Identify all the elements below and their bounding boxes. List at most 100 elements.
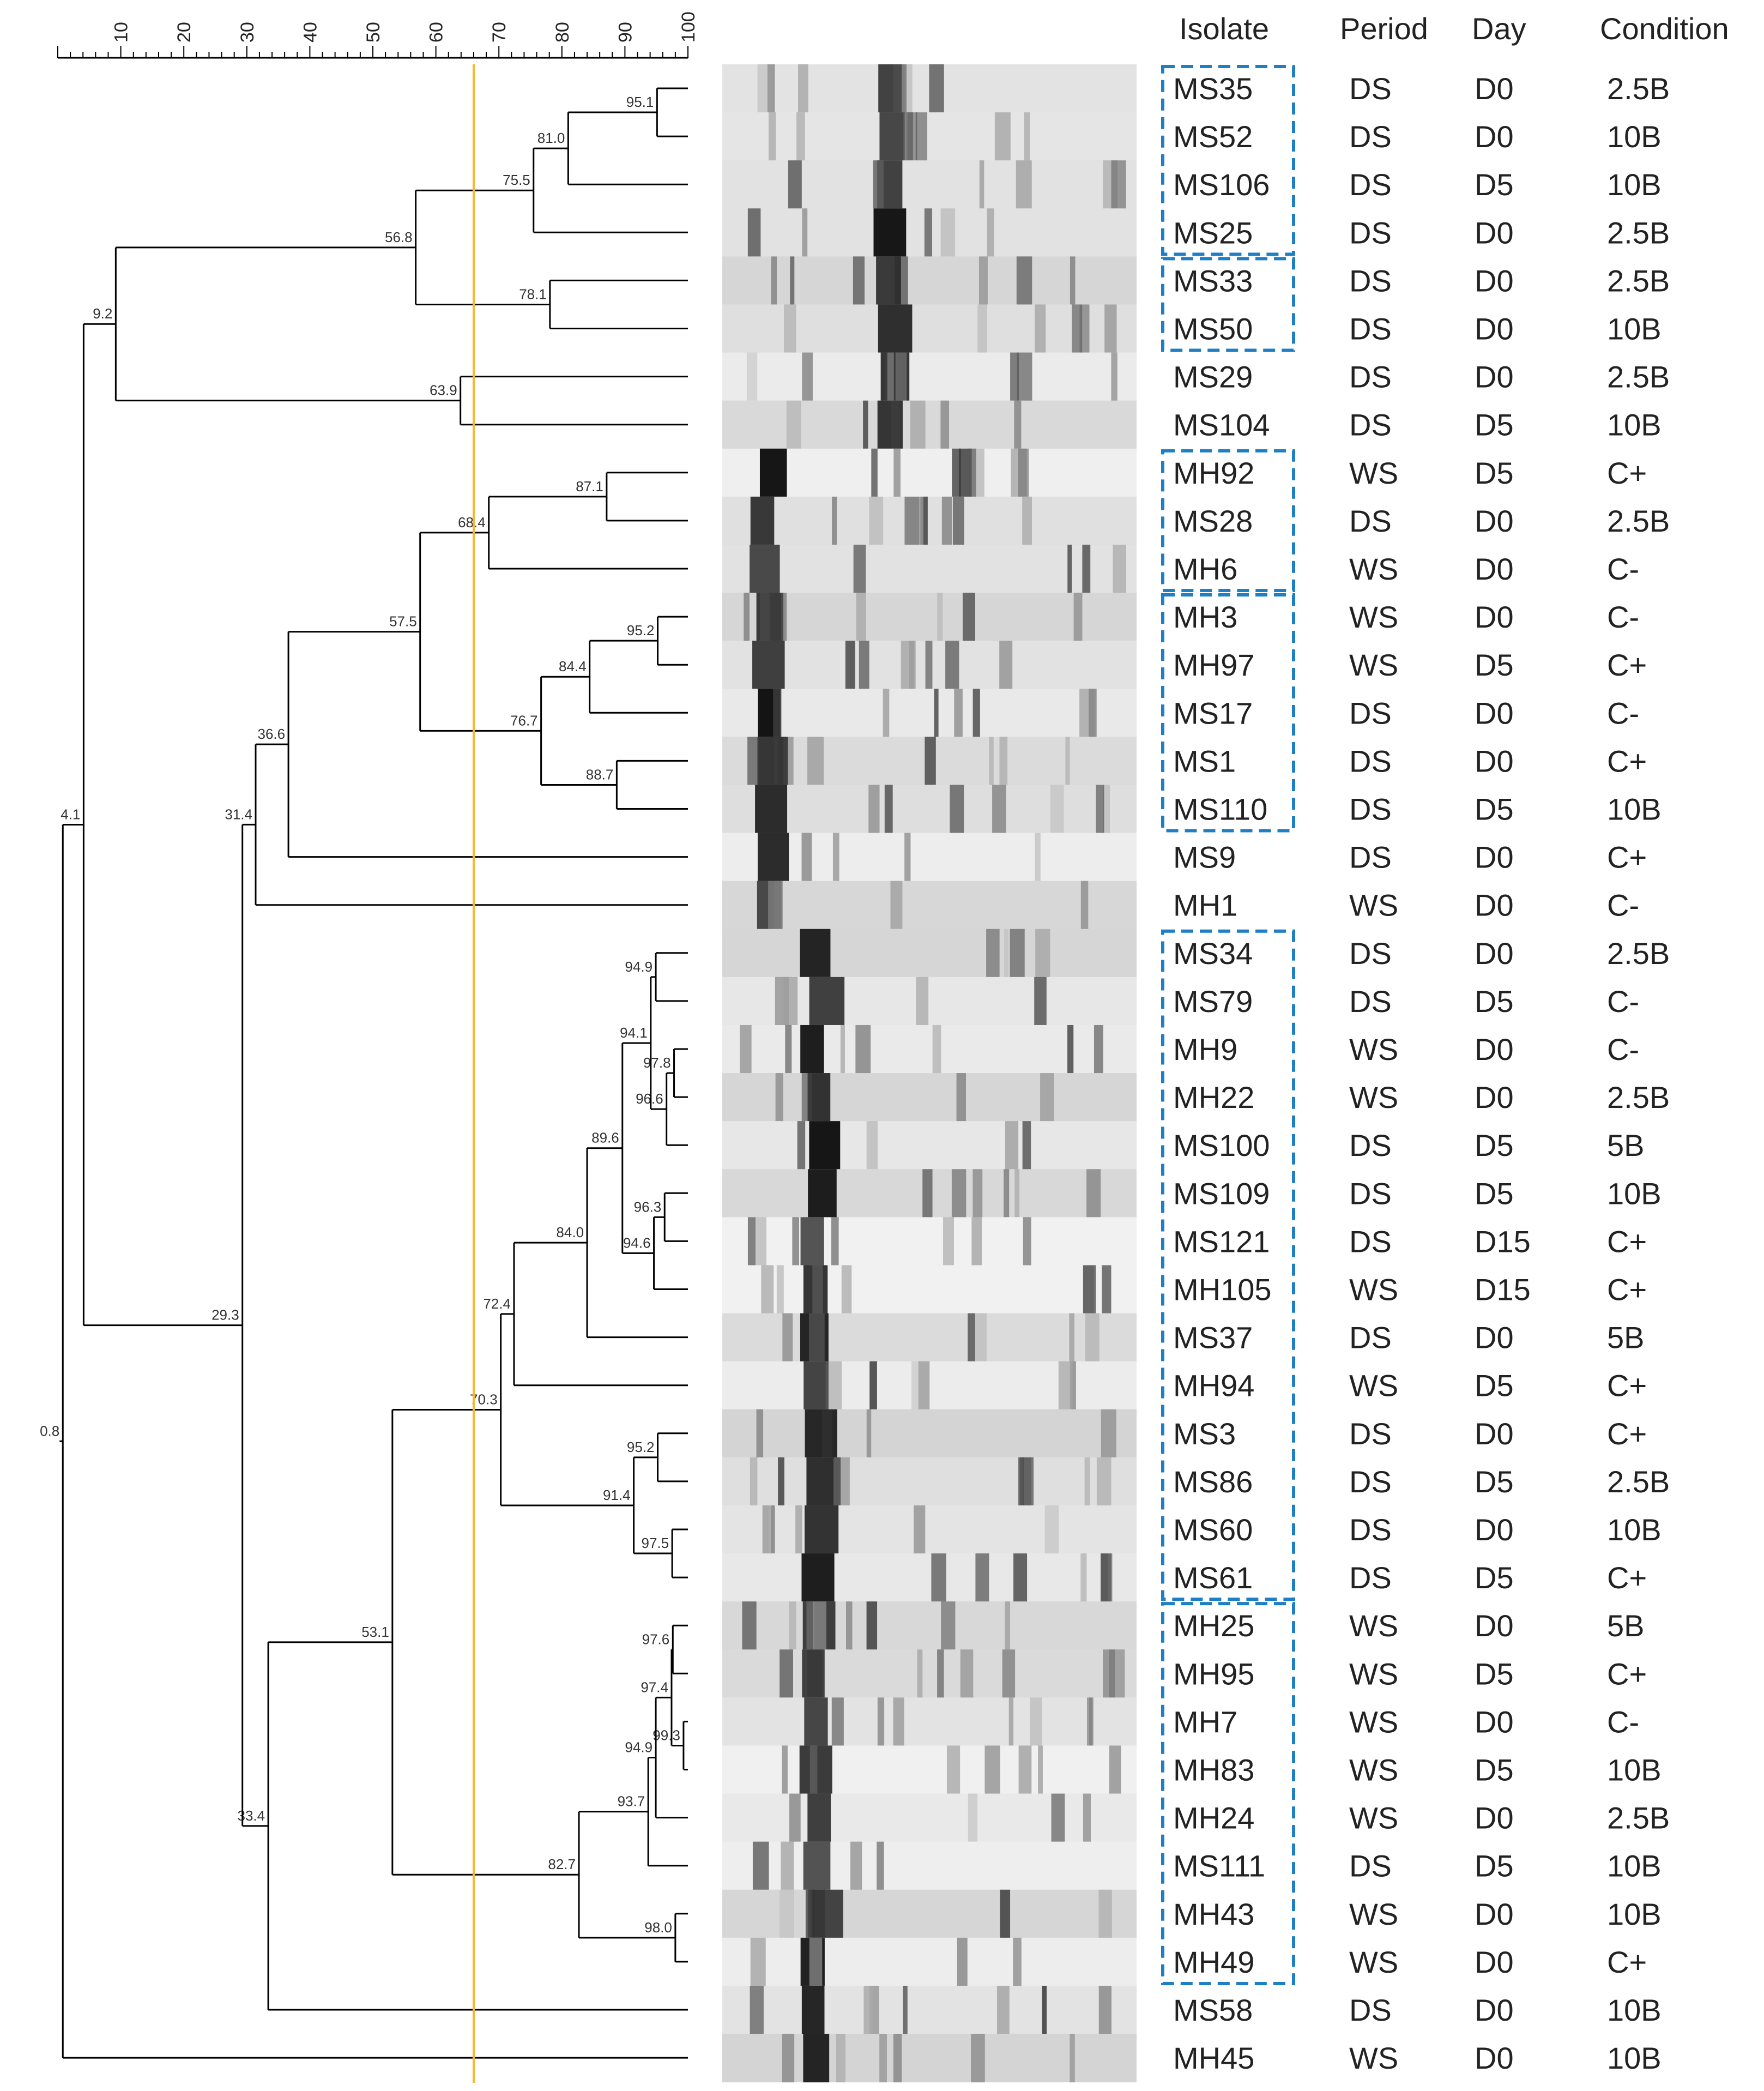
node-similarity-label: 97.8	[643, 1054, 671, 1071]
gel-band	[975, 1313, 987, 1362]
gel-lane	[722, 1265, 1137, 1314]
gel-band	[806, 1601, 814, 1650]
gel-lane	[722, 593, 1137, 642]
node-similarity-label: 36.6	[257, 726, 285, 742]
gel-lane	[722, 1505, 1137, 1554]
gel-band	[918, 1361, 930, 1410]
cell-day: D0	[1475, 840, 1514, 875]
cell-day: D0	[1475, 600, 1514, 634]
gel-band	[1014, 400, 1022, 449]
gel-band	[1104, 304, 1117, 353]
table-row: MS61 DS D5 C+	[1173, 1560, 1647, 1595]
cell-day: D5	[1475, 456, 1514, 490]
gel-band	[840, 1025, 845, 1074]
cell-isolate: MH95	[1173, 1656, 1254, 1691]
gel-band	[878, 304, 913, 353]
table-headers: Isolate Period Day Condition	[1179, 11, 1729, 46]
gel-lane-background	[722, 1985, 1137, 2035]
cell-condition: 5B	[1607, 1321, 1645, 1355]
gel-band	[1022, 496, 1032, 545]
gel-lane	[722, 64, 1137, 113]
gel-band	[968, 1313, 975, 1362]
gel-band	[972, 1169, 983, 1218]
gel-band	[807, 1793, 831, 1842]
gel-band	[855, 1025, 871, 1074]
cell-isolate: MH9	[1173, 1032, 1237, 1066]
gel-band	[760, 593, 771, 642]
cell-condition: C+	[1607, 1656, 1647, 1691]
gel-band	[1013, 1553, 1028, 1602]
gel-band	[800, 929, 831, 978]
gel-band	[1034, 977, 1047, 1026]
gel-band	[776, 1265, 784, 1314]
gel-band	[771, 256, 777, 305]
gel-band	[804, 1361, 829, 1410]
gel-band	[869, 496, 884, 545]
cell-isolate: MS33	[1173, 263, 1253, 298]
gel-lane	[722, 977, 1137, 1026]
gel-band	[979, 256, 988, 305]
gel-band	[831, 1697, 844, 1746]
gel-lane-background	[722, 1457, 1137, 1506]
gel-lane	[722, 881, 1137, 930]
gel-band	[880, 352, 910, 401]
gel-band	[895, 352, 907, 401]
gel-lane-background	[722, 1793, 1137, 1842]
table-row: MH49 WS D0 C+	[1173, 1945, 1647, 1979]
gel-lane-background	[722, 112, 1137, 161]
gel-band	[762, 1505, 770, 1554]
cell-isolate: MS111	[1173, 1849, 1265, 1883]
cell-day: D0	[1475, 1608, 1514, 1643]
gel-band	[801, 1985, 825, 2035]
gel-band	[1040, 1073, 1054, 1122]
cell-day: D5	[1475, 792, 1514, 827]
gel-band	[1096, 1457, 1111, 1506]
gel-lane-background	[722, 1697, 1137, 1746]
cell-condition: C-	[1607, 600, 1639, 634]
gel-lane	[722, 785, 1137, 834]
gel-band	[789, 1793, 801, 1842]
cell-isolate: MS28	[1173, 504, 1253, 538]
gel-lane-background	[722, 881, 1137, 930]
cell-isolate: MH25	[1173, 1608, 1254, 1643]
gel-band	[841, 1265, 852, 1314]
gel-lane-background	[722, 1889, 1137, 1938]
cell-condition: 5B	[1607, 1608, 1645, 1643]
gel-band	[954, 689, 963, 738]
table-row: MH94 WS D5 C+	[1173, 1369, 1647, 1403]
gel-band	[1080, 881, 1089, 930]
gel-lane	[722, 1073, 1137, 1122]
cell-period: WS	[1349, 1801, 1398, 1835]
cell-isolate: MS106	[1173, 167, 1270, 202]
gel-band	[809, 1745, 818, 1794]
table-row: MH6 WS D0 C-	[1173, 552, 1639, 586]
cell-isolate: MS25	[1173, 215, 1253, 250]
gel-band	[750, 1457, 758, 1506]
gel-band	[769, 593, 776, 642]
cell-period: DS	[1349, 215, 1392, 250]
gel-lane	[722, 737, 1137, 786]
cell-condition: 10B	[1607, 1512, 1662, 1547]
gel-band	[1035, 833, 1041, 882]
cell-period: WS	[1349, 1080, 1398, 1114]
gel-band	[1042, 1985, 1047, 2035]
gel-lane	[722, 448, 1137, 497]
gel-band	[1084, 1457, 1090, 1506]
gel-band	[1005, 1121, 1019, 1170]
gel-band	[863, 400, 868, 449]
gel-band	[1022, 1121, 1031, 1170]
node-similarity-label: 33.4	[237, 1807, 265, 1824]
cell-day: D5	[1475, 1753, 1514, 1787]
axis-tick-label: 80	[552, 22, 573, 43]
gel-band	[1083, 1793, 1091, 1842]
gel-band	[802, 352, 813, 401]
cell-condition: 10B	[1607, 167, 1662, 202]
gel-band	[929, 64, 944, 113]
gel-band	[796, 112, 805, 161]
cell-isolate: MS100	[1173, 1128, 1270, 1162]
gel-band	[893, 2034, 902, 2083]
cell-condition: C-	[1607, 1704, 1639, 1739]
gel-band	[757, 833, 789, 882]
cell-condition: C-	[1607, 696, 1639, 730]
gel-band	[1018, 448, 1029, 497]
